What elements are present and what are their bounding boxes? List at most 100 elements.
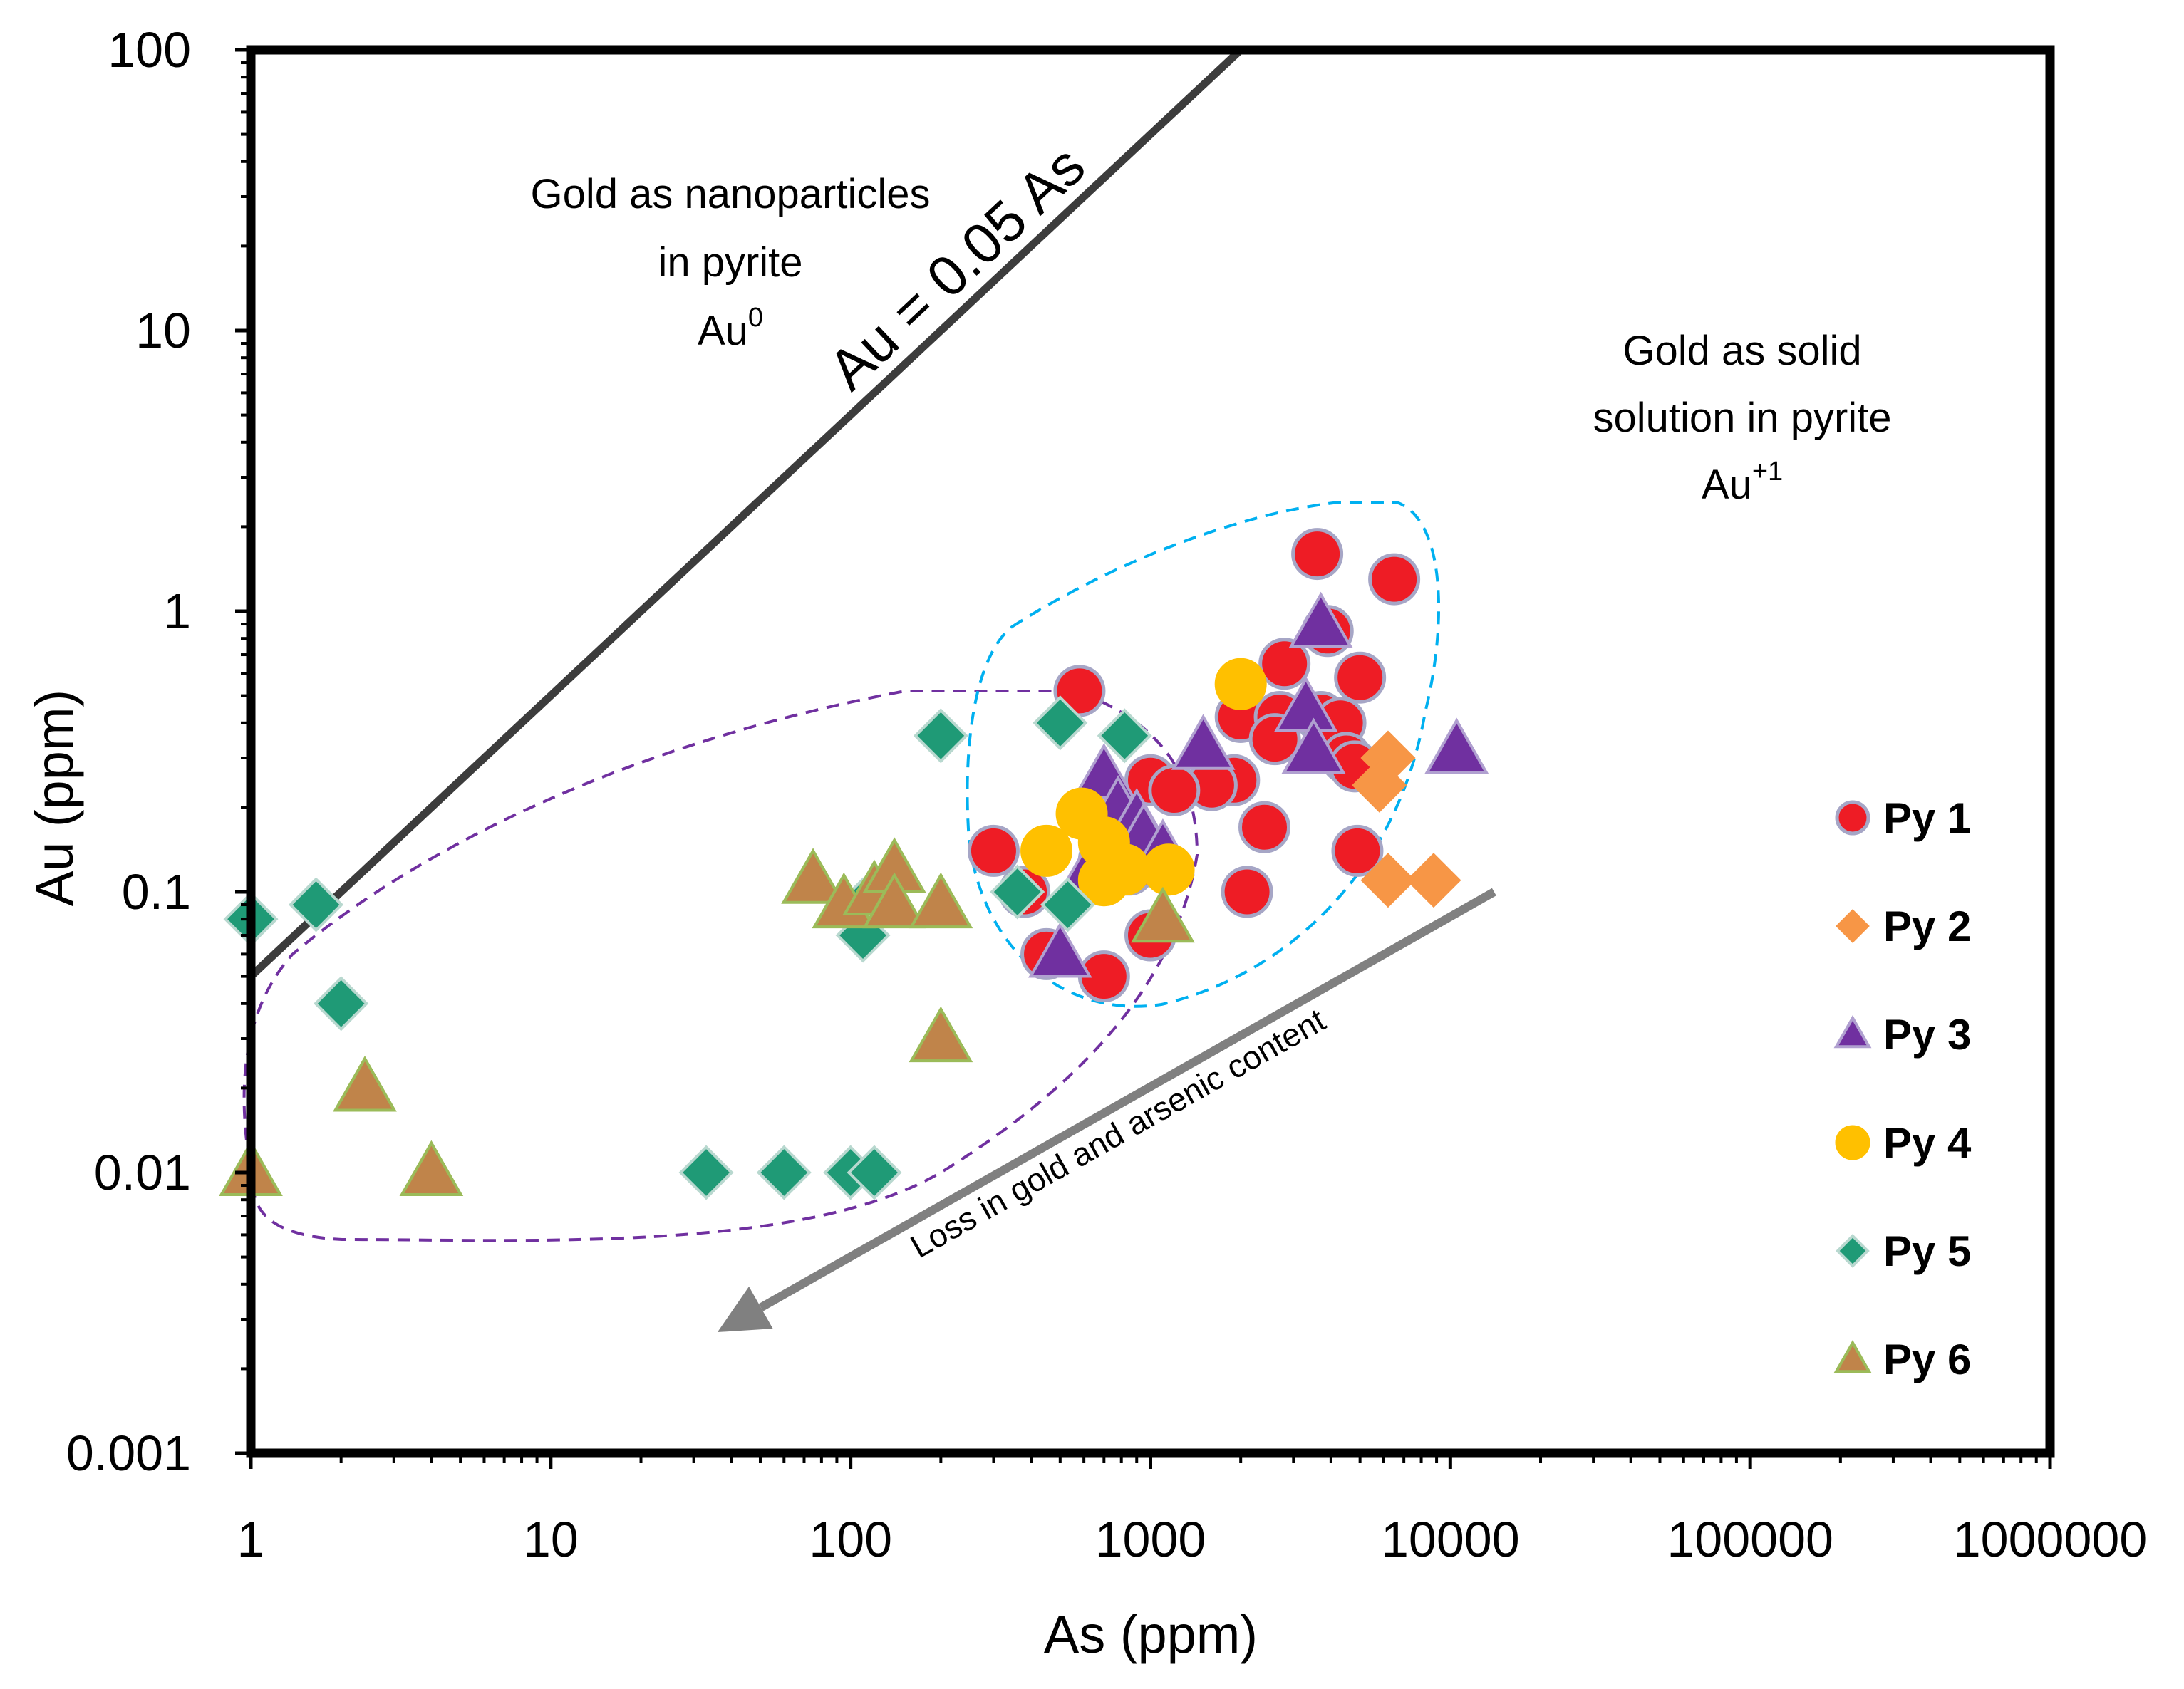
data-point: [314, 976, 369, 1031]
envelopes: [242, 501, 1440, 1242]
nano-sup: 0: [748, 303, 763, 333]
legend-item: Py 1: [1835, 794, 1971, 842]
x-tick-label: 100: [809, 1512, 892, 1567]
tick-labels: 1 10 100 1000 10000 100000 10000000.0010.010.1…: [66, 22, 2147, 1567]
data-point: [1331, 824, 1384, 877]
legend-label: Py 3: [1883, 1011, 1971, 1059]
data-point: [1258, 638, 1311, 690]
arrow-label: Loss in gold and arsenic content: [904, 1001, 1332, 1265]
legend-marker: [1835, 1125, 1870, 1160]
data-point: [1238, 801, 1291, 853]
legend-marker: [1836, 909, 1870, 943]
series-py-4: [1020, 658, 1267, 907]
arrow-label-group: Loss in gold and arsenic content: [904, 1001, 1332, 1265]
solid-sup: +1: [1752, 457, 1783, 487]
data-point: [1281, 717, 1346, 774]
data-point: [288, 877, 344, 932]
data-point: [1424, 717, 1489, 774]
legend: Py 1 Py 2 Py 3 Py 4 Py 5 Py 6: [1833, 794, 1972, 1383]
annotation-nanoparticles: Gold as nanoparticles in pyrite Au0: [531, 171, 931, 354]
data-point: [1352, 757, 1407, 813]
purple-envelope: [242, 690, 1199, 1242]
y-tick-label: 0.01: [94, 1145, 191, 1200]
data-point: [1020, 824, 1073, 877]
data-point: [1131, 886, 1195, 943]
arrow-shaft: [758, 888, 1496, 1311]
nano-line1: Gold as nanoparticles: [531, 171, 931, 217]
x-tick-label: 10000: [1381, 1512, 1520, 1567]
data-point: [967, 824, 1020, 877]
x-tick-label: 1000: [1095, 1512, 1206, 1567]
solid-line3: Au+1: [1702, 457, 1783, 508]
data-point: [990, 864, 1045, 920]
series-py-5: [223, 695, 1152, 1200]
x-tick-label: 100000: [1667, 1512, 1833, 1567]
data-point: [1142, 843, 1195, 896]
y-tick-label: 10: [135, 303, 191, 358]
axis-ticks: [235, 48, 2052, 1469]
y-tick-label: 0.1: [122, 864, 191, 920]
data-point: [1028, 921, 1092, 978]
legend-label: Py 4: [1883, 1119, 1972, 1167]
solid-au: Au: [1702, 462, 1752, 508]
data-point: [1214, 658, 1267, 710]
data-point: [1033, 695, 1088, 751]
data-point: [1077, 854, 1130, 907]
nano-line3: Au0: [698, 303, 763, 354]
legend-label: Py 6: [1883, 1336, 1971, 1383]
legend-item: Py 5: [1836, 1227, 1971, 1275]
legend-label: Py 1: [1883, 794, 1971, 842]
data-point: [1273, 676, 1338, 732]
data-point: [909, 1006, 973, 1063]
data-point: [399, 1140, 464, 1197]
solid-line1: Gold as solid: [1623, 328, 1861, 374]
series-py-2: [1352, 730, 1461, 908]
data-point: [1368, 553, 1421, 606]
y-tick-label: 0.001: [66, 1425, 191, 1481]
data-point: [781, 848, 845, 904]
data-point: [756, 1145, 812, 1200]
y-tick-label: 100: [108, 22, 191, 78]
legend-item: Py 4: [1835, 1119, 1972, 1167]
data-points: [219, 528, 1489, 1200]
legend-label: Py 2: [1883, 903, 1971, 950]
data-point: [1406, 853, 1461, 908]
x-tick-label: 10: [523, 1512, 579, 1567]
data-point: [1097, 708, 1152, 764]
data-point: [1148, 764, 1201, 816]
data-point: [862, 872, 927, 929]
trend-arrow: [717, 888, 1496, 1333]
data-point: [1171, 714, 1236, 770]
legend-item: Py 6: [1833, 1336, 1971, 1383]
data-point: [847, 1145, 902, 1200]
legend-item: Py 2: [1836, 903, 1971, 950]
legend-marker: [1833, 1014, 1872, 1049]
data-point: [913, 708, 968, 764]
arrow-head: [717, 1286, 773, 1333]
y-axis-title: Au (ppm): [25, 690, 84, 906]
data-point: [1288, 591, 1353, 648]
series-py-6: [219, 837, 1195, 1197]
legend-marker: [1836, 1234, 1870, 1268]
data-point: [1040, 877, 1095, 932]
x-tick-label: 1000000: [1953, 1512, 2148, 1567]
blue-envelope: [966, 501, 1440, 1008]
annotation-solid-solution: Gold as solid solution in pyrite Au+1: [1593, 328, 1891, 508]
reference-line: [248, 46, 1243, 979]
y-tick-label: 1: [163, 583, 191, 639]
data-point: [333, 1055, 397, 1112]
data-point: [1360, 853, 1416, 908]
plot-frame: [246, 45, 2055, 1458]
nano-au: Au: [698, 308, 748, 354]
nano-line2: in pyrite: [658, 239, 802, 286]
x-tick-label: 1: [237, 1512, 265, 1567]
legend-marker: [1835, 800, 1870, 836]
data-point: [1334, 651, 1387, 704]
data-point: [1221, 866, 1273, 918]
x-axis-title: As (ppm): [1044, 1605, 1258, 1664]
legend-marker: [1833, 1339, 1872, 1373]
data-point: [678, 1145, 734, 1200]
data-point: [909, 872, 973, 929]
data-point: [1291, 528, 1344, 581]
